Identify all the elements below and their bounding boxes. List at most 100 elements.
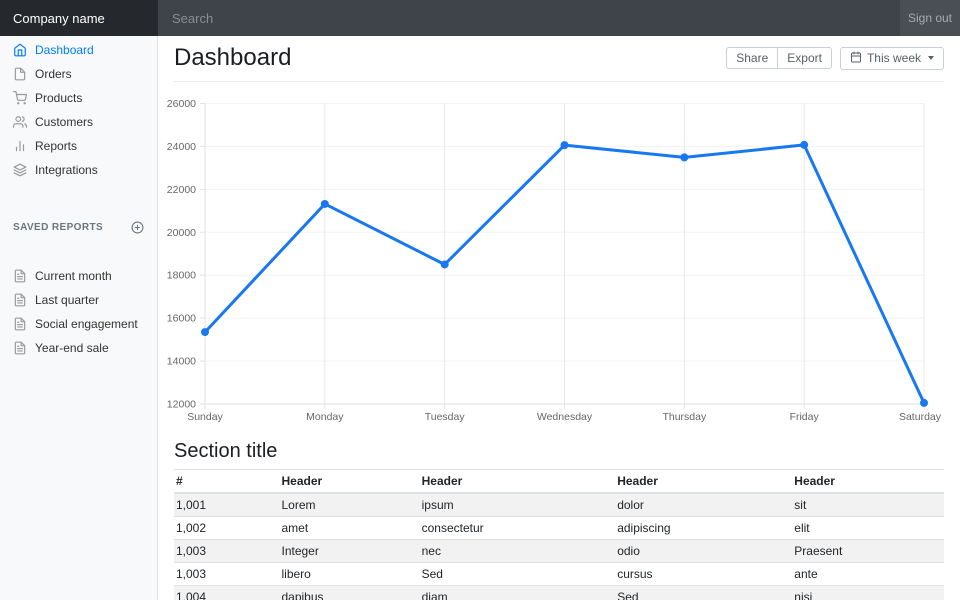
chart-point bbox=[440, 260, 449, 269]
file-icon bbox=[14, 67, 26, 81]
file-text-icon bbox=[14, 341, 26, 355]
table-cell: 1,004 bbox=[174, 585, 280, 600]
sign-out-link[interactable]: Sign out bbox=[900, 0, 960, 36]
share-export-group: Share Export bbox=[726, 47, 832, 69]
table-row: 1,001 Lorem ipsum dolor sit bbox=[174, 492, 944, 517]
table-body: 1,001 Lorem ipsum dolor sit 1,002 amet consecte… bbox=[174, 492, 944, 600]
home-icon bbox=[14, 43, 26, 57]
axis-tick-label: 16000 bbox=[167, 313, 196, 325]
sidebar-item-year-end-sale[interactable]: Year-end sale bbox=[0, 336, 157, 360]
layers-icon bbox=[13, 163, 27, 177]
axis-tick-label: Wednesday bbox=[537, 411, 593, 423]
sidebar-item-label: Current month bbox=[35, 268, 112, 283]
table-row: 1,002 amet consectetur adipiscing elit bbox=[174, 516, 944, 540]
page-title: Dashboard bbox=[174, 44, 292, 71]
saved-reports-label: Saved reports bbox=[13, 222, 104, 234]
table-cell: libero bbox=[279, 562, 420, 586]
table-cell: dolor bbox=[615, 492, 793, 517]
table-cell: 1,003 bbox=[174, 562, 280, 586]
axis-tick-label: Friday bbox=[790, 411, 820, 423]
table-cell: elit bbox=[792, 516, 944, 540]
sidebar-item-products[interactable]: Products bbox=[0, 86, 157, 110]
calendar-icon bbox=[850, 51, 861, 62]
page-header: Dashboard Share Export This week bbox=[174, 36, 944, 82]
sidebar: Dashboard Orders Products Customers Reports I… bbox=[0, 36, 158, 600]
table-cell: nec bbox=[419, 539, 616, 563]
toolbar: Share Export This week bbox=[726, 46, 944, 70]
table-header-cell: Header bbox=[615, 469, 793, 494]
sidebar-item-reports[interactable]: Reports bbox=[0, 134, 157, 158]
table-cell: 1,002 bbox=[174, 516, 280, 540]
period-label: This week bbox=[866, 51, 921, 65]
axis-tick-label: 14000 bbox=[167, 356, 196, 368]
sidebar-item-label: Customers bbox=[35, 115, 94, 129]
bar-chart-icon bbox=[15, 140, 25, 152]
table-header-cell: Header bbox=[419, 469, 616, 494]
add-report-button[interactable] bbox=[131, 221, 144, 234]
sidebar-item-label: Last quarter bbox=[35, 292, 100, 307]
sidebar-item-current-month[interactable]: Current month bbox=[0, 264, 157, 288]
axis-tick-label: 26000 bbox=[167, 98, 196, 110]
table-cell: adipiscing bbox=[615, 516, 793, 540]
table-cell: amet bbox=[279, 516, 420, 540]
axis-tick-label: Tuesday bbox=[425, 411, 466, 423]
table-cell: odio bbox=[615, 539, 793, 563]
sidebar-item-social-engagement[interactable]: Social engagement bbox=[0, 312, 157, 336]
shopping-cart-icon bbox=[13, 91, 27, 105]
saved-reports-heading: Saved reports bbox=[0, 205, 157, 240]
table-cell: Integer bbox=[279, 539, 420, 563]
table-row: 1,003 Integer nec odio Praesent bbox=[174, 539, 944, 563]
axis-tick-label: 20000 bbox=[167, 227, 196, 239]
sidebar-item-orders[interactable]: Orders bbox=[0, 62, 157, 86]
chart-point bbox=[560, 141, 569, 150]
sidebar-item-label: Products bbox=[35, 91, 83, 105]
users-icon bbox=[13, 116, 27, 128]
sidebar-item-label: Orders bbox=[35, 67, 72, 81]
page-layout: Dashboard Orders Products Customers Reports I… bbox=[0, 36, 960, 600]
table-head: # Header Header Header Header bbox=[174, 469, 944, 494]
data-table: # Header Header Header Header 1,001 Lorem ipsu… bbox=[174, 469, 944, 600]
share-button[interactable]: Share bbox=[726, 47, 778, 69]
sidebar-main-nav: Dashboard Orders Products Customers Reports I… bbox=[0, 38, 157, 182]
table-cell: 1,001 bbox=[174, 492, 280, 517]
export-button[interactable]: Export bbox=[777, 47, 832, 69]
file-text-icon bbox=[14, 269, 26, 283]
table-cell: Praesent bbox=[792, 539, 944, 563]
line-chart-canvas: 12000 14000 16000 18000 20000 22000 24000 26000… bbox=[167, 98, 942, 423]
chart-point bbox=[680, 153, 689, 162]
top-navbar: Company name Sign out bbox=[0, 0, 960, 36]
period-dropdown[interactable]: This week bbox=[839, 46, 944, 70]
table-cell: ante bbox=[792, 562, 944, 586]
sales-chart: 12000 14000 16000 18000 20000 22000 24000 26000… bbox=[167, 94, 944, 423]
axis-tick-label: Sunday bbox=[187, 411, 223, 423]
table-cell: consectetur bbox=[419, 516, 616, 540]
sidebar-item-customers[interactable]: Customers bbox=[0, 110, 157, 134]
axis-tick-label: 18000 bbox=[167, 270, 196, 282]
sidebar-item-integrations[interactable]: Integrations bbox=[0, 158, 157, 182]
table-cell: diam bbox=[419, 585, 616, 600]
chart-point bbox=[920, 398, 928, 407]
table-header-cell: Header bbox=[792, 469, 944, 494]
table-header-cell: # bbox=[174, 469, 280, 494]
table-row: 1,004 dapibus diam Sed nisi bbox=[174, 585, 944, 600]
sidebar-item-label: Dashboard bbox=[35, 43, 94, 57]
search-input[interactable] bbox=[158, 0, 900, 36]
table-cell: ipsum bbox=[419, 492, 616, 517]
table-cell: cursus bbox=[615, 562, 793, 586]
sidebar-item-last-quarter[interactable]: Last quarter bbox=[0, 288, 157, 312]
table-row: 1,003 libero Sed cursus ante bbox=[174, 562, 944, 586]
chart-point bbox=[201, 328, 209, 337]
brand-link[interactable]: Company name bbox=[0, 0, 158, 36]
chart-point bbox=[320, 199, 329, 208]
table-cell: nisi bbox=[792, 585, 944, 600]
axis-tick-label: 22000 bbox=[167, 184, 196, 196]
sidebar-item-dashboard[interactable]: Dashboard bbox=[0, 38, 157, 62]
table-cell: Lorem bbox=[279, 492, 420, 517]
file-text-icon bbox=[14, 293, 26, 307]
table-cell: 1,003 bbox=[174, 539, 280, 563]
file-text-icon bbox=[14, 317, 26, 331]
table-cell: Sed bbox=[419, 562, 616, 586]
axis-tick-label: Monday bbox=[306, 411, 344, 423]
calendar-icon bbox=[850, 51, 862, 66]
main-content: Dashboard Share Export This week 12000 14… bbox=[158, 36, 960, 600]
